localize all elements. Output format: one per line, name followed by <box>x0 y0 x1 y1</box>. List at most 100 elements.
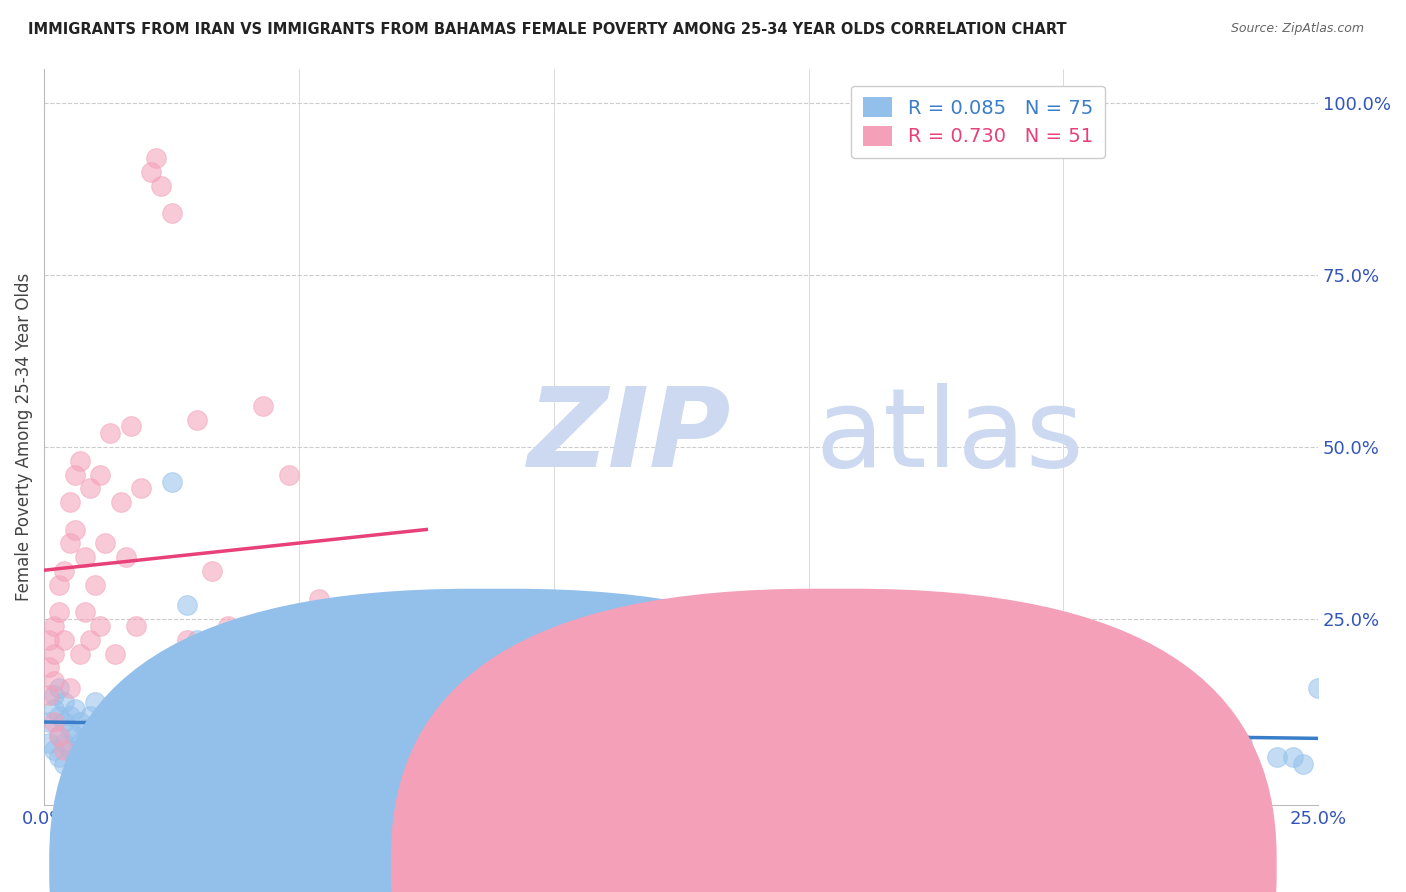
Point <box>747 736 769 750</box>
Point <box>44 702 66 716</box>
Point <box>201 564 224 578</box>
Point <box>1308 681 1330 695</box>
Point <box>217 619 239 633</box>
Point <box>593 723 616 737</box>
Point <box>430 743 453 757</box>
Point <box>339 647 361 661</box>
Point <box>48 708 70 723</box>
Point <box>252 399 274 413</box>
Point <box>48 750 70 764</box>
Point <box>48 729 70 743</box>
Point <box>1180 729 1202 743</box>
Point <box>84 695 107 709</box>
Point <box>89 619 111 633</box>
Point <box>1292 756 1315 771</box>
Point <box>139 165 162 179</box>
Point <box>1205 729 1227 743</box>
Point <box>58 723 80 737</box>
Point <box>73 723 96 737</box>
Point <box>58 743 80 757</box>
Point <box>176 632 198 647</box>
Point <box>63 702 86 716</box>
Point <box>69 647 91 661</box>
Point <box>217 750 239 764</box>
Point <box>477 736 499 750</box>
Point <box>84 743 107 757</box>
Point <box>125 619 148 633</box>
Point <box>69 454 91 468</box>
Legend: R = 0.085   N = 75, R = 0.730   N = 51: R = 0.085 N = 75, R = 0.730 N = 51 <box>851 86 1105 158</box>
Point <box>104 647 127 661</box>
Point <box>89 715 111 730</box>
Point <box>1129 743 1152 757</box>
Point <box>58 681 80 695</box>
Point <box>110 723 132 737</box>
Point <box>145 743 167 757</box>
Point <box>48 681 70 695</box>
Point <box>110 495 132 509</box>
Point <box>79 482 101 496</box>
Point <box>415 715 437 730</box>
Point <box>1230 736 1253 750</box>
Point <box>63 750 86 764</box>
Point <box>73 750 96 764</box>
Point <box>1104 743 1126 757</box>
Text: atlas: atlas <box>815 384 1084 491</box>
Text: ZIP: ZIP <box>529 384 731 491</box>
Point <box>145 151 167 165</box>
Point <box>273 715 295 730</box>
Text: IMMIGRANTS FROM IRAN VS IMMIGRANTS FROM BAHAMAS FEMALE POVERTY AMONG 25-34 YEAR : IMMIGRANTS FROM IRAN VS IMMIGRANTS FROM … <box>28 22 1067 37</box>
Point <box>69 715 91 730</box>
Point <box>44 743 66 757</box>
Point <box>129 729 152 743</box>
Point <box>48 729 70 743</box>
Point <box>527 750 550 764</box>
Point <box>38 715 60 730</box>
Point <box>38 688 60 702</box>
Point <box>89 467 111 482</box>
Point <box>389 702 412 716</box>
Point <box>823 632 845 647</box>
Point <box>114 550 136 565</box>
Point <box>252 660 274 674</box>
Point <box>53 715 76 730</box>
Point <box>1001 681 1024 695</box>
Point <box>669 743 692 757</box>
Point <box>44 715 66 730</box>
Point <box>98 708 121 723</box>
Text: Immigrants from Iran: Immigrants from Iran <box>534 855 711 872</box>
Point <box>44 647 66 661</box>
Point <box>135 708 157 723</box>
Point <box>873 736 896 750</box>
Point <box>53 564 76 578</box>
Point <box>150 178 173 193</box>
Point <box>53 743 76 757</box>
Point <box>48 578 70 592</box>
Point <box>104 743 127 757</box>
Point <box>58 495 80 509</box>
Point <box>84 578 107 592</box>
Point <box>73 550 96 565</box>
Point <box>58 708 80 723</box>
Point <box>98 729 121 743</box>
Point <box>79 632 101 647</box>
Point <box>186 412 208 426</box>
Point <box>98 426 121 441</box>
Point <box>53 736 76 750</box>
Point <box>44 688 66 702</box>
Point <box>53 695 76 709</box>
Point <box>176 599 198 613</box>
Text: Immigrants from Bahamas: Immigrants from Bahamas <box>872 855 1094 872</box>
Point <box>925 750 948 764</box>
Point <box>201 729 224 743</box>
Point <box>135 729 157 743</box>
Point <box>89 736 111 750</box>
Point <box>236 647 259 661</box>
Point <box>69 736 91 750</box>
Point <box>1281 750 1303 764</box>
Text: Source: ZipAtlas.com: Source: ZipAtlas.com <box>1230 22 1364 36</box>
Point <box>38 660 60 674</box>
Point <box>125 750 148 764</box>
Point <box>129 482 152 496</box>
Point <box>976 750 998 764</box>
